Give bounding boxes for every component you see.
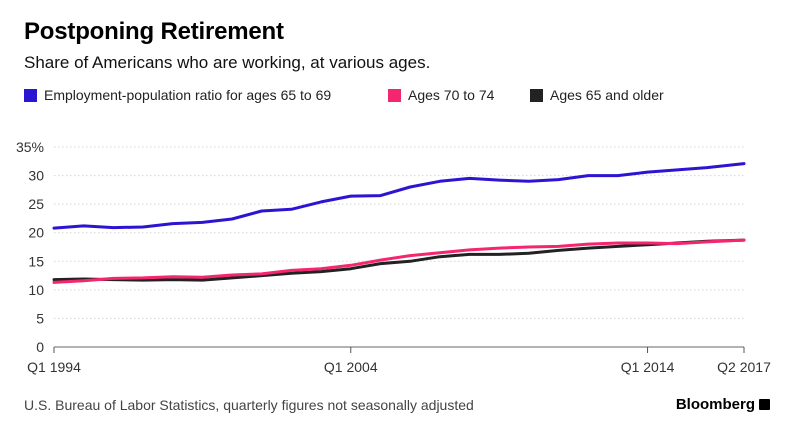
y-tick-label: 5	[36, 310, 44, 326]
source-note: U.S. Bureau of Labor Statistics, quarter…	[24, 397, 474, 413]
y-tick-label: 15	[28, 253, 44, 269]
legend-item-ages-65-to-69: Employment-population ratio for ages 65 …	[24, 87, 331, 103]
y-tick-label: 10	[28, 282, 44, 298]
chart-subtitle: Share of Americans who are working, at v…	[24, 53, 431, 72]
legend-label-ages-65-to-69: Employment-population ratio for ages 65 …	[44, 87, 332, 103]
legend-item-ages-65-and-older: Ages 65 and older	[530, 87, 664, 103]
brand-name: Bloomberg	[675, 396, 755, 413]
x-tick-label: Q1 1994	[27, 359, 81, 375]
y-tick-label: 35%	[16, 139, 44, 155]
x-tick-label: Q1 2014	[621, 359, 675, 375]
legend-swatch-ages-65-to-69	[24, 89, 37, 102]
y-tick-label: 0	[36, 339, 44, 355]
x-tick-label: Q2 2017	[717, 359, 771, 375]
legend-label-ages-70-to-74: Ages 70 to 74	[408, 87, 495, 103]
y-tick-label: 25	[28, 196, 44, 212]
chart-title: Postponing Retirement	[24, 18, 284, 45]
y-tick-label: 20	[28, 225, 44, 241]
brand-logo: Bloomberg	[676, 396, 770, 413]
x-tick-label: Q1 2004	[324, 359, 378, 375]
series-line	[52, 162, 746, 230]
legend-swatch-ages-70-to-74	[388, 89, 401, 102]
series-line	[52, 238, 746, 282]
y-tick-label: 30	[28, 168, 44, 184]
legend-item-ages-70-to-74: Ages 70 to 74	[388, 87, 494, 103]
series-line	[52, 238, 746, 284]
legend-swatch-ages-65-and-older	[530, 89, 543, 102]
bloomberg-terminal-icon	[759, 399, 770, 410]
legend-label-ages-65-and-older: Ages 65 and older	[550, 87, 664, 103]
